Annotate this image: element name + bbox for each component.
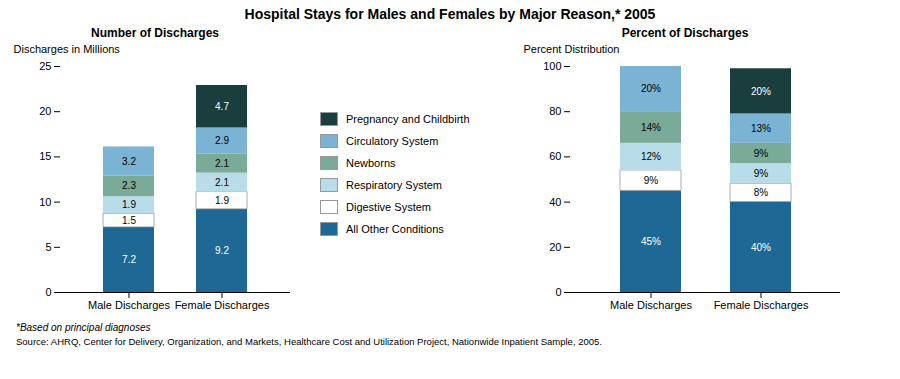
html-text:Source: AHRQ, Center for Deliv: Source: AHRQ, Center for Delivery, Organ… (16, 336, 602, 347)
svg-text:1.9: 1.9 (122, 199, 136, 210)
svg-text:20%: 20% (751, 86, 771, 97)
svg-text:10: 10 (39, 196, 51, 208)
svg-text:3.2: 3.2 (122, 156, 136, 167)
svg-text:5: 5 (45, 241, 51, 253)
svg-text:40%: 40% (751, 242, 771, 253)
svg-text:4.7: 4.7 (215, 101, 229, 112)
svg-text:1.9: 1.9 (215, 195, 229, 206)
svg-text:8%: 8% (754, 187, 769, 198)
svg-text:Male Discharges: Male Discharges (610, 299, 692, 311)
html-text:Newborns: Newborns (346, 157, 396, 169)
svg-text:Female Discharges: Female Discharges (714, 299, 809, 311)
svg-text:45%: 45% (641, 236, 661, 247)
svg-text:9%: 9% (644, 175, 659, 186)
html-text:Digestive System: Digestive System (346, 201, 431, 213)
svg-text:80: 80 (549, 105, 561, 117)
svg-text:9.2: 9.2 (215, 245, 229, 256)
html-text:Respiratory System: Respiratory System (346, 179, 442, 191)
svg-text:40: 40 (549, 196, 561, 208)
html-text:Pregnancy and Childbirth: Pregnancy and Childbirth (346, 113, 470, 125)
svg-text:2.9: 2.9 (215, 135, 229, 146)
svg-text:2.1: 2.1 (215, 177, 229, 188)
html-text:*Based on principal diagnoses: *Based on principal diagnoses (16, 322, 151, 333)
html-text:Circulatory System: Circulatory System (346, 135, 439, 147)
svg-text:1.5: 1.5 (122, 215, 136, 226)
svg-text:100: 100 (543, 60, 561, 72)
svg-text:9%: 9% (754, 168, 769, 179)
svg-text:2.1: 2.1 (215, 158, 229, 169)
svg-text:13%: 13% (751, 123, 771, 134)
svg-text:Male Discharges: Male Discharges (88, 299, 170, 311)
svg-text:7.2: 7.2 (122, 254, 136, 265)
html-text:Percent of Discharges: Percent of Discharges (621, 26, 749, 40)
svg-text:Female Discharges: Female Discharges (175, 299, 270, 311)
svg-text:Discharges in Millions: Discharges in Millions (14, 43, 121, 55)
html-text:Hospital Stays for Males and F: Hospital Stays for Males and Females by … (244, 6, 656, 22)
svg-text:Percent Distribution: Percent Distribution (524, 43, 620, 55)
svg-text:2.3: 2.3 (122, 180, 136, 191)
svg-text:20: 20 (549, 241, 561, 253)
svg-text:12%: 12% (641, 151, 661, 162)
svg-text:20: 20 (39, 105, 51, 117)
svg-text:20%: 20% (641, 83, 661, 94)
svg-text:14%: 14% (641, 122, 661, 133)
svg-text:9%: 9% (754, 148, 769, 159)
svg-text:15: 15 (39, 150, 51, 162)
html-text:All Other Conditions: All Other Conditions (346, 223, 444, 235)
svg-text:25: 25 (39, 60, 51, 72)
html-text:Number of Discharges: Number of Discharges (91, 26, 219, 40)
svg-text:0: 0 (555, 286, 561, 298)
svg-text:60: 60 (549, 150, 561, 162)
svg-text:0: 0 (45, 286, 51, 298)
